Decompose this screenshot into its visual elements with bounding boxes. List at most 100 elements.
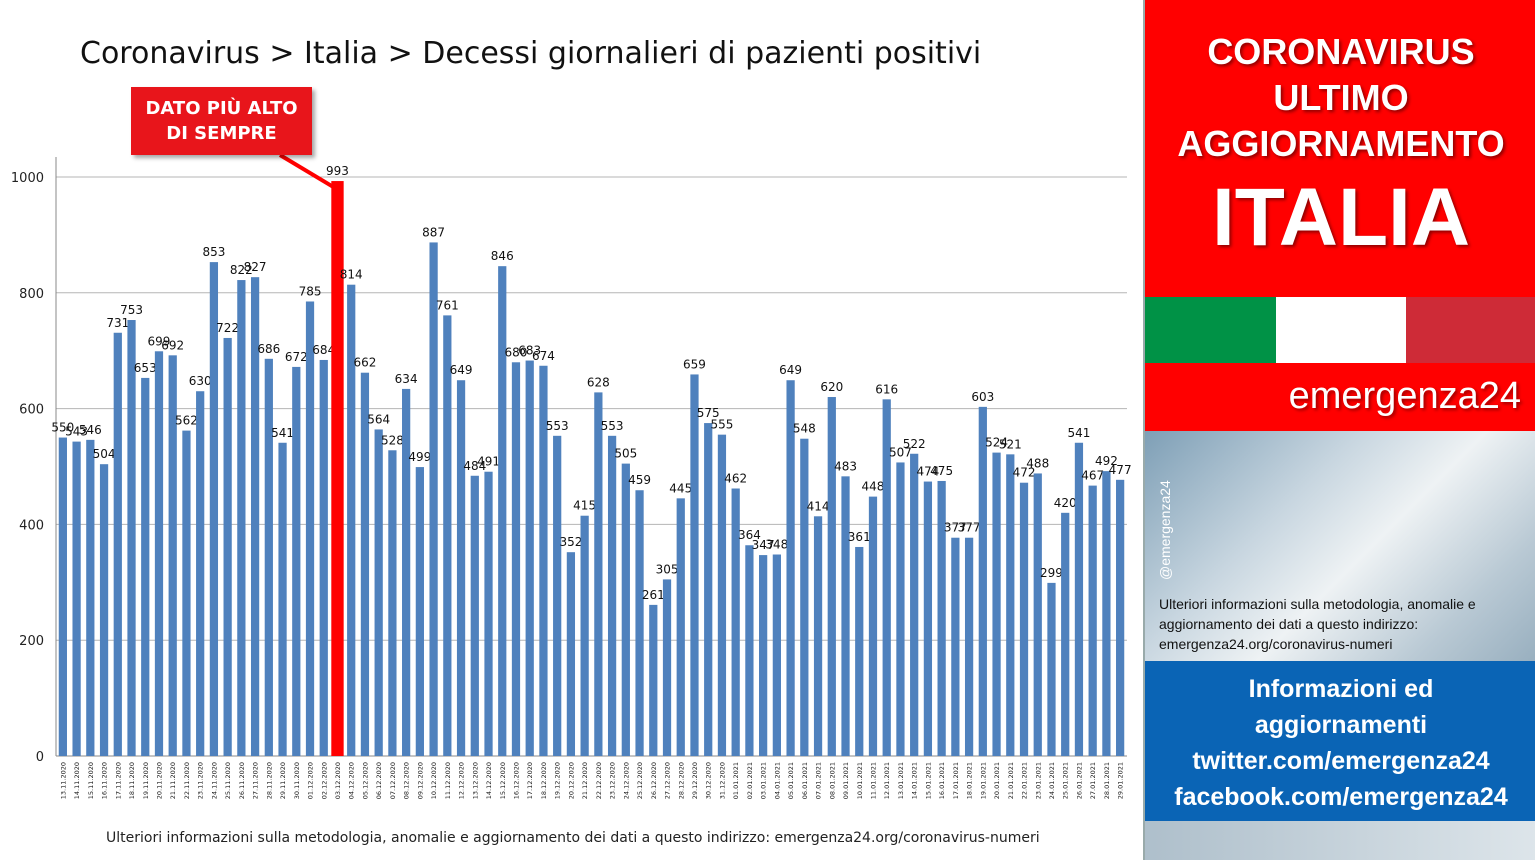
brand-bar: emergenza24 [1145, 363, 1535, 431]
bar [113, 332, 122, 756]
callout-line1: DATO PIÙ ALTO [145, 98, 298, 119]
data-label: 846 [491, 249, 514, 263]
x-tick-label: 12.12.2020 [458, 762, 466, 799]
x-tick-label: 02.12.2020 [320, 762, 328, 799]
x-tick-label: 16.12.2020 [512, 762, 520, 799]
data-label: 492 [1095, 454, 1118, 468]
bar [964, 537, 974, 756]
x-tick-label: 09.01.2021 [842, 762, 850, 799]
x-tick-label: 19.11.2020 [142, 762, 150, 799]
x-tick-label: 17.01.2021 [952, 762, 960, 799]
x-tick-label: 04.12.2020 [348, 762, 356, 799]
x-tick-label: 15.01.2021 [924, 762, 932, 799]
bar [1116, 479, 1125, 756]
flag-white-stripe [1275, 297, 1407, 363]
bar [813, 516, 823, 756]
bar [841, 476, 850, 756]
facebook-link[interactable]: facebook.com/emergenza24 [1174, 783, 1508, 811]
sidebar: CORONAVIRUS ULTIMO AGGIORNAMENTO ITALIA … [1143, 0, 1535, 860]
data-label: 548 [793, 422, 816, 436]
x-tick-label: 07.01.2021 [815, 762, 823, 799]
chart-title: Coronavirus > Italia > Decessi giornalie… [80, 36, 982, 71]
data-label: 472 [1013, 466, 1036, 480]
bar [223, 337, 232, 756]
data-label: 414 [807, 499, 830, 513]
x-tick-label: 24.01.2021 [1048, 762, 1056, 799]
x-tick-label: 14.12.2020 [485, 762, 493, 799]
x-tick-label: 07.12.2020 [389, 762, 397, 799]
bar [278, 442, 287, 756]
bar [704, 423, 713, 756]
bar [525, 360, 534, 756]
data-label: 853 [202, 245, 225, 259]
bar [1061, 512, 1070, 756]
x-tick-label: 06.01.2021 [801, 762, 809, 799]
twitter-link[interactable]: twitter.com/emergenza24 [1192, 747, 1490, 775]
data-label: 653 [134, 361, 157, 375]
bar [786, 380, 795, 756]
data-label: 347 [752, 538, 775, 552]
italian-flag-icon [1145, 297, 1535, 363]
data-label: 634 [395, 372, 418, 386]
bar [553, 435, 562, 756]
x-tick-label: 10.01.2021 [856, 762, 864, 799]
x-tick-label: 23.01.2021 [1034, 762, 1042, 799]
bar [827, 397, 836, 756]
bar [607, 435, 617, 756]
data-label: 541 [1067, 426, 1090, 440]
x-tick-label: 24.11.2020 [210, 762, 218, 799]
bar [1006, 454, 1015, 756]
data-label: 361 [848, 530, 871, 544]
bar [319, 359, 328, 756]
data-label: 785 [299, 284, 322, 298]
x-tick-label: 21.01.2021 [1007, 762, 1015, 799]
x-tick-label: 27.11.2020 [252, 762, 260, 799]
data-label: 887 [422, 225, 445, 239]
flag-green-stripe [1145, 297, 1276, 363]
x-tick-label: 19.12.2020 [554, 762, 562, 799]
data-label: 491 [477, 455, 500, 469]
bar [209, 262, 219, 756]
x-tick-label: 20.01.2021 [993, 762, 1001, 799]
x-tick-label: 31.12.2020 [718, 762, 726, 799]
data-label: 420 [1054, 496, 1077, 510]
bar [621, 463, 630, 756]
x-tick-label: 29.11.2020 [279, 762, 287, 799]
x-tick-label: 22.11.2020 [183, 762, 191, 799]
x-tick-label: 20.12.2020 [567, 762, 575, 799]
data-label: 541 [271, 426, 294, 440]
info-box: Informazioni ed aggiornamenti twitter.co… [1145, 661, 1535, 821]
data-label: 521 [999, 437, 1022, 451]
bar [360, 372, 370, 756]
bar [855, 546, 864, 756]
data-label: 603 [971, 390, 994, 404]
data-label: 822 [230, 263, 253, 277]
data-label: 524 [985, 436, 1008, 450]
data-label: 550 [51, 421, 74, 435]
data-label: 553 [601, 419, 624, 433]
x-tick-label: 25.01.2021 [1062, 762, 1070, 799]
data-label: 459 [628, 473, 651, 487]
bar [347, 284, 356, 756]
callout-line2: DI SEMPRE [166, 123, 277, 144]
bar [331, 181, 344, 757]
bar [72, 441, 81, 756]
data-label: 448 [862, 480, 885, 494]
info-line1: Informazioni ed [1248, 675, 1434, 703]
x-tick-label: 16.11.2020 [101, 762, 109, 799]
x-tick-label: 26.01.2021 [1075, 762, 1083, 799]
bar [99, 464, 109, 756]
data-label: 364 [738, 528, 761, 542]
bar [415, 467, 424, 756]
data-label: 993 [326, 164, 349, 178]
bar [868, 496, 878, 756]
bar [127, 320, 136, 756]
bar [676, 498, 685, 756]
x-tick-label: 27.12.2020 [664, 762, 672, 799]
y-tick-label: 600 [19, 403, 44, 418]
x-tick-label: 22.12.2020 [595, 762, 603, 799]
data-label: 630 [189, 374, 212, 388]
x-tick-label: 16.01.2021 [938, 762, 946, 799]
x-tick-label: 30.12.2020 [705, 762, 713, 799]
data-label: 753 [120, 303, 143, 317]
